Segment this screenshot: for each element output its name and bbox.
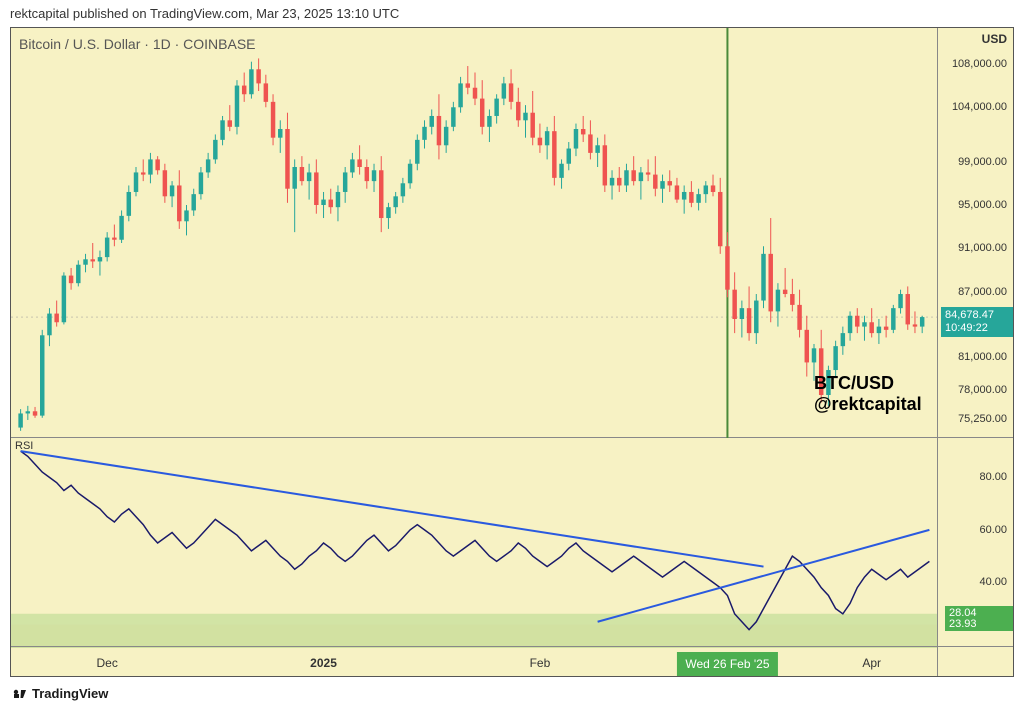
y-axis-unit: USD — [982, 32, 1007, 46]
rsi-chart[interactable] — [11, 438, 939, 648]
price-panel[interactable]: Bitcoin / U.S. Dollar · 1D · COINBASE BT… — [11, 28, 1013, 438]
chart-watermark: BTC/USD @rektcapital — [814, 373, 922, 415]
rsi-tick: 60.00 — [979, 524, 1007, 536]
price-tick: 75,250.00 — [958, 413, 1007, 425]
price-tick: 95,000.00 — [958, 199, 1007, 211]
rsi-panel[interactable]: RSI 80.0060.0040.0028.0423.93 — [11, 438, 1013, 646]
rsi-indicator-label: RSI — [15, 440, 33, 452]
symbol-title: Bitcoin / U.S. Dollar · 1D · COINBASE — [19, 36, 256, 52]
publish-header: rektcapital published on TradingView.com… — [0, 0, 1024, 27]
price-tick: 87,000.00 — [958, 286, 1007, 298]
time-axis-marker: Wed 26 Feb '25 — [677, 652, 777, 676]
candlestick-chart[interactable] — [11, 28, 939, 438]
price-tick: 99,000.00 — [958, 156, 1007, 168]
price-tick: 104,000.00 — [952, 101, 1007, 113]
time-axis-label: Dec — [96, 656, 117, 670]
footer-brand-text: TradingView — [32, 686, 108, 701]
current-price-badge: 84,678.4710:49:22 — [941, 307, 1013, 337]
price-y-axis[interactable]: USD 108,000.00 104,000.00 99,000.00 95,000.… — [937, 28, 1013, 437]
rsi-tick: 80.00 — [979, 471, 1007, 483]
footer-brand: TradingView — [0, 677, 1024, 709]
tradingview-logo-icon — [12, 685, 28, 701]
price-tick: 78,000.00 — [958, 384, 1007, 396]
time-axis[interactable]: Dec 2025 Feb Wed 26 Feb '25 Apr — [11, 646, 1013, 676]
watermark-pair: BTC/USD — [814, 373, 922, 394]
time-axis-label: Apr — [862, 656, 881, 670]
price-tick: 108,000.00 — [952, 58, 1007, 70]
time-axis-label: Feb — [530, 656, 551, 670]
rsi-level-badge: 23.93 — [945, 617, 1013, 631]
rsi-y-axis[interactable]: 80.0060.0040.0028.0423.93 — [937, 438, 1013, 646]
watermark-handle: @rektcapital — [814, 394, 922, 415]
price-tick: 81,000.00 — [958, 351, 1007, 363]
rsi-tick: 40.00 — [979, 576, 1007, 588]
chart-container[interactable]: Bitcoin / U.S. Dollar · 1D · COINBASE BT… — [10, 27, 1014, 677]
time-axis-label: 2025 — [310, 656, 337, 670]
price-tick: 91,000.00 — [958, 242, 1007, 254]
